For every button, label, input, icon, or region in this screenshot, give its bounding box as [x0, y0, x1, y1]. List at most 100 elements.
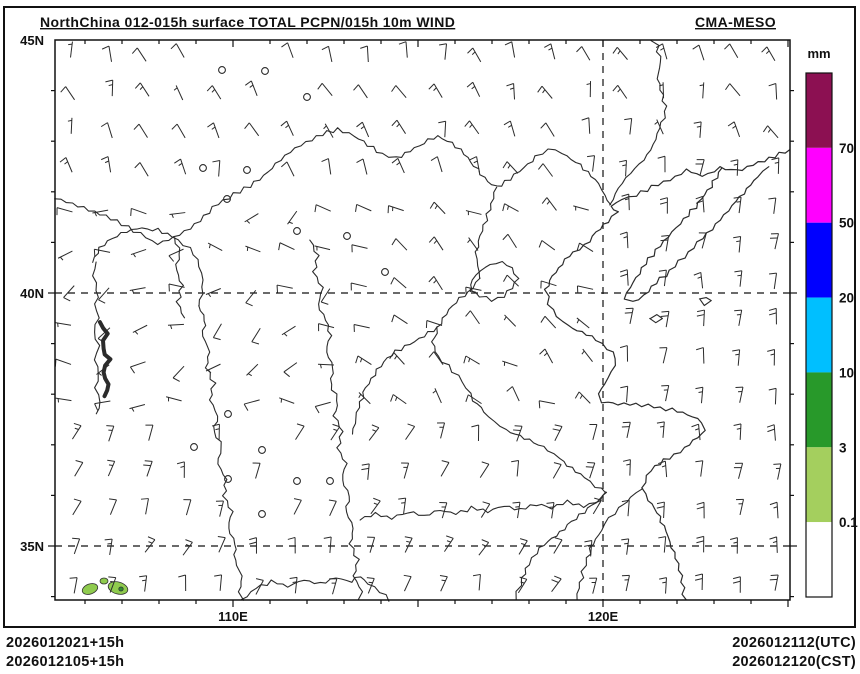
wind-barb-shaft — [478, 542, 490, 556]
wind-barb-shaft — [578, 391, 591, 404]
wind-barb-feather — [134, 82, 141, 89]
wind-barb-shaft — [250, 80, 258, 96]
wind-barb-feather — [139, 575, 147, 578]
wind-barb-feather — [287, 536, 296, 540]
wind-barb-feather — [173, 87, 178, 91]
wind-barb-shaft — [276, 284, 293, 289]
wind-barb-shaft — [185, 499, 192, 516]
wind-barb-shaft — [663, 536, 667, 553]
wind-barb-shaft — [98, 287, 110, 301]
wind-barb-feather — [361, 463, 370, 466]
colorbar-segment — [806, 297, 832, 373]
wind-barb-shaft — [426, 320, 443, 326]
wind-barb-feather — [185, 539, 193, 543]
wind-barb-feather — [314, 204, 317, 213]
lat-label: 35N — [20, 539, 44, 554]
wind-barb-feather — [554, 575, 562, 580]
wind-barb-shaft — [739, 499, 744, 516]
wind-barb-feather — [503, 120, 511, 126]
wind-barb-feather — [769, 272, 777, 275]
wind-barb-feather — [429, 201, 435, 209]
wind-barb-feather — [207, 369, 212, 374]
wind-barb-feather — [576, 46, 583, 53]
wind-barb-shaft — [444, 43, 448, 60]
wind-barb-feather — [255, 578, 264, 581]
calm-wind-circles — [190, 66, 389, 518]
wind-barb-feather — [692, 44, 700, 50]
wind-barb-feather — [520, 542, 526, 546]
wind-barb-feather — [617, 50, 621, 55]
wind-barb-shaft — [108, 45, 113, 62]
wind-barb-shaft — [479, 463, 490, 478]
wind-barb-feather — [207, 122, 214, 128]
wind-barb-feather — [734, 309, 742, 312]
wind-barb-feather — [506, 83, 514, 87]
wind-barb-feather — [554, 537, 563, 541]
wind-barb-feather — [612, 85, 619, 92]
wind-barb-shaft — [251, 327, 261, 343]
wind-barb-feather — [94, 403, 99, 411]
wind-barb-shaft — [72, 500, 82, 516]
wind-barb-shaft — [327, 158, 332, 175]
wind-barb-feather — [101, 156, 109, 161]
wind-barb-feather — [332, 423, 340, 428]
wind-barb-shaft — [739, 270, 743, 287]
wind-barb-shaft — [351, 244, 368, 249]
wind-barb-feather — [296, 423, 305, 427]
wind-barb-shaft — [626, 232, 629, 249]
wind-barb-feather — [658, 269, 667, 272]
wind-barb-feather — [774, 161, 779, 164]
wind-barb-shaft — [544, 348, 554, 364]
wind-barb-feather — [439, 574, 448, 578]
wind-barb-shaft — [699, 159, 705, 176]
wind-barb-shaft — [472, 47, 482, 63]
wind-barb-feather — [73, 498, 82, 502]
precip-patch — [81, 583, 99, 595]
wind-barb-feather — [624, 198, 630, 201]
calm-circle — [223, 195, 231, 203]
wind-barb-feather — [108, 464, 113, 466]
wind-barb-feather — [373, 502, 378, 506]
wind-barb-feather — [695, 428, 700, 431]
wind-barb-feather — [576, 242, 580, 251]
wind-barb-feather — [659, 425, 665, 428]
wind-barb-feather — [394, 355, 398, 360]
wind-barb-feather — [208, 244, 211, 249]
wind-barb-shaft — [592, 578, 598, 594]
wind-barb-feather — [546, 200, 550, 205]
wind-barb-feather — [390, 394, 394, 402]
lon-label: 110E — [218, 609, 248, 624]
wind-barb-feather — [60, 86, 67, 93]
wind-barb-feather — [539, 348, 546, 355]
wind-barb-shaft — [321, 82, 333, 97]
wind-barb-shaft — [775, 83, 778, 100]
wind-barb-feather — [659, 84, 664, 87]
wind-barb-feather — [132, 253, 136, 258]
wind-barb-feather — [467, 47, 474, 54]
wind-barb-shaft — [541, 85, 553, 99]
wind-barb-shaft — [592, 499, 602, 515]
wind-barb-shaft — [403, 498, 407, 515]
wind-barb-feather — [211, 126, 216, 130]
wind-barb-feather — [206, 85, 213, 92]
wind-barb-shaft — [328, 46, 333, 63]
boundary-line — [474, 186, 498, 279]
calm-circle — [218, 66, 226, 74]
wind-barb-feather — [283, 371, 290, 378]
wind-barb-shaft — [465, 355, 480, 365]
wind-barb-feather — [471, 424, 479, 428]
wind-barb-feather — [249, 537, 257, 541]
wind-barb-feather — [697, 276, 702, 279]
wind-barb-feather — [502, 161, 508, 169]
wind-barb-shaft — [698, 44, 705, 61]
wind-barb-feather — [371, 424, 380, 429]
wind-barb-feather — [548, 47, 553, 51]
wind-barb-shaft — [65, 157, 73, 173]
wind-barb-feather — [619, 269, 628, 273]
wind-barb-shaft — [388, 205, 404, 212]
wind-barb-shaft — [107, 156, 112, 173]
wind-barb-shaft — [433, 201, 446, 215]
wind-barb-feather — [74, 427, 79, 430]
wind-barb-feather — [321, 301, 329, 305]
wind-barb-feather — [100, 122, 108, 128]
